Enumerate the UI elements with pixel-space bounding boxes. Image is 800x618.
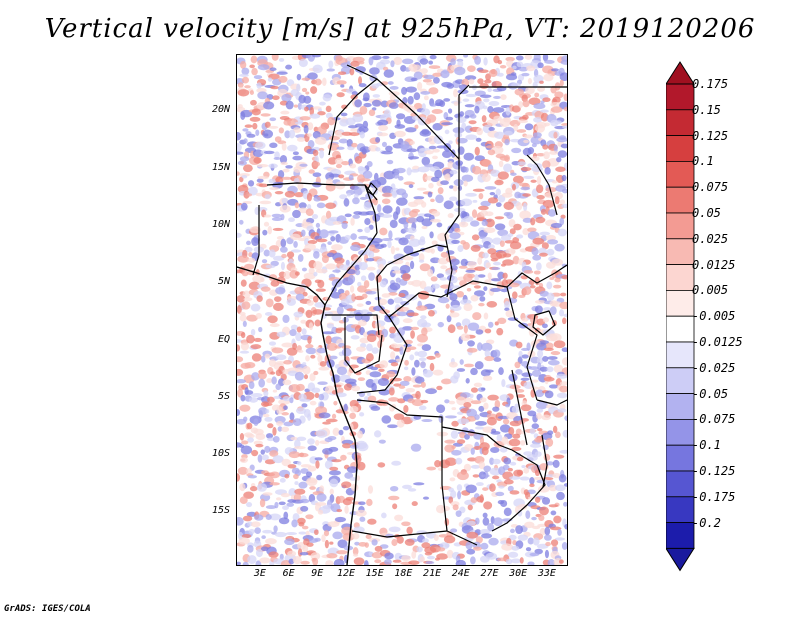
map-panel [236, 54, 568, 566]
border-nigeria-cameroon [324, 232, 378, 306]
lon-tick-label: 30E [509, 568, 528, 579]
lon-tick-label: 27E [480, 568, 499, 579]
border-chad-sudan [444, 159, 460, 298]
colorbar-label: 0.15 [692, 102, 721, 117]
lon-tick-label: 21E [423, 568, 442, 579]
border-namibia-angola [351, 530, 448, 538]
border-libya-chad [376, 78, 460, 160]
lat-tick-label: 15S [211, 505, 230, 517]
lat-tick-label: 10N [211, 218, 230, 230]
colorbar-label: 0.0125 [692, 257, 736, 272]
lat-tick-label: 15N [211, 161, 230, 173]
border-congo-drc [356, 316, 408, 394]
colorbar-label: -0.05 [692, 386, 729, 401]
colorbar-swatches [666, 83, 695, 549]
lon-tick-label: 33E [537, 568, 556, 579]
lake-tanganyika [511, 369, 528, 446]
colorbar-swatch [666, 109, 695, 136]
colorbar-label: -0.075 [692, 412, 736, 427]
colorbar-swatch [666, 83, 695, 111]
colorbar-label: 0.05 [692, 206, 721, 220]
colorbar-swatch [666, 186, 695, 214]
border-zambia-east [491, 449, 546, 532]
border-cameroon-car [376, 264, 390, 318]
colorbar-label: -0.125 [692, 464, 736, 478]
colorbar-label: 0.175 [692, 77, 729, 91]
lon-tick-label: 15E [365, 568, 384, 579]
colorbar-top-triangle [666, 61, 695, 85]
country-borders [252, 64, 567, 546]
colorbar-label: 0.025 [692, 231, 729, 246]
lake-victoria [532, 310, 556, 336]
border-angola-zambia [441, 437, 478, 546]
lake-chad [366, 182, 378, 196]
border-nigeria-benin [252, 205, 260, 276]
lon-tick-label: 18E [394, 568, 413, 579]
lat-tick-label: 5N [217, 276, 230, 288]
border-niger-libya [328, 64, 378, 156]
colorbar-label: -0.2 [692, 515, 721, 530]
colorbar-label: 0.075 [692, 180, 729, 195]
border-cameroon-gabon [325, 314, 380, 336]
coastline [237, 266, 358, 565]
border-chad-car [386, 244, 448, 266]
map-canvas [237, 55, 567, 565]
colorbar-swatch [666, 393, 695, 420]
colorbar-swatch [666, 496, 695, 523]
lon-tick-label: 3E [253, 568, 266, 579]
lake-malawi [541, 434, 548, 488]
border-libya-egypt [458, 84, 470, 159]
border-niger-nigeria [266, 182, 378, 201]
colorbar-label: -0.005 [692, 309, 736, 324]
colorbar-swatch [666, 315, 695, 343]
colorbar-swatch [666, 522, 695, 549]
colorbar-bottom-triangle [666, 547, 695, 572]
colorbar-swatch [666, 264, 695, 291]
lon-tick-label: 24E [451, 568, 470, 579]
lat-tick-label: 10S [211, 448, 230, 460]
colorbar-swatch [666, 289, 695, 317]
colorbar-swatch [666, 444, 695, 472]
colorbar [666, 61, 695, 572]
colorbar-swatch [666, 341, 695, 369]
colorbar-swatch [666, 367, 695, 394]
border-drc-east [506, 286, 538, 401]
border-car-south [388, 280, 508, 318]
border-drc-zambia [441, 426, 513, 451]
colorbar-label: -0.0125 [692, 335, 743, 349]
colorbar-label: -0.025 [692, 360, 736, 375]
colorbar-label: -0.1 [692, 438, 721, 453]
colorbar-swatch [666, 212, 695, 240]
border-gabon-congo [344, 317, 383, 374]
border-tanzania [536, 399, 567, 406]
lat-tick-label: EQ [217, 333, 230, 345]
credit-text: GrADS: IGES/COLA [4, 604, 91, 614]
velocity-field [237, 55, 567, 565]
colorbar-label: -0.175 [692, 489, 736, 504]
lon-tick-label: 9E [311, 568, 324, 579]
lon-tick-label: 6E [282, 568, 295, 579]
border-niger-chad [364, 184, 378, 234]
colorbar-swatch [666, 418, 695, 446]
border-sudan-east [526, 154, 558, 216]
border-drc-angola [356, 399, 443, 437]
lat-tick-label: 20N [211, 104, 230, 116]
colorbar-label: 0.1 [692, 154, 714, 169]
colorbar-swatch [666, 238, 695, 266]
colorbar-swatch [666, 135, 695, 162]
colorbar-label: 0.005 [692, 283, 729, 298]
lon-tick-label: 12E [336, 568, 356, 579]
border-car-sudan [506, 264, 567, 288]
plot-title: Vertical velocity [m/s] at 925hPa, VT: 2… [44, 14, 756, 44]
colorbar-swatch [666, 161, 695, 188]
lat-tick-label: 5S [217, 390, 230, 402]
colorbar-swatch [666, 470, 695, 498]
colorbar-label: 0.125 [692, 128, 729, 143]
